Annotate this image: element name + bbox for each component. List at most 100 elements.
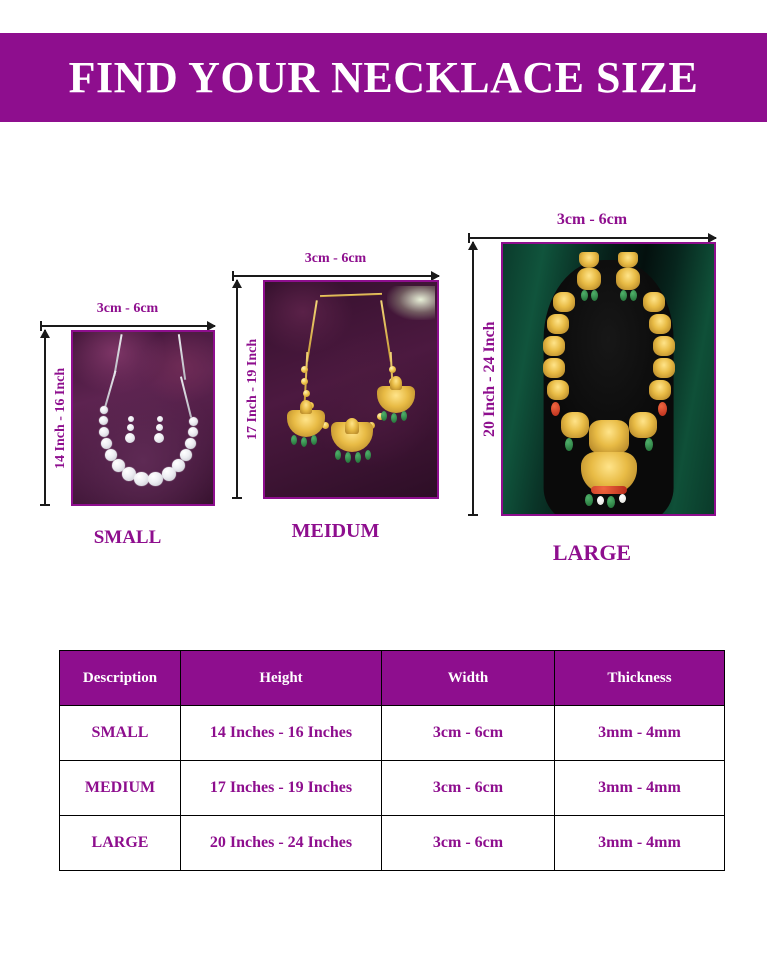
green-drop [391, 413, 397, 423]
green-drop [365, 450, 371, 460]
cell-description: MEDIUM [59, 760, 181, 816]
red-accent [591, 486, 627, 494]
haram-motif [653, 336, 675, 356]
arrow-head-right [207, 321, 216, 331]
haram-motif [649, 380, 671, 400]
height-label-small: 14 Inch - 16 Inch [53, 367, 68, 469]
green-drop [581, 290, 588, 301]
size-table: Description Height Width Thickness SMALL… [59, 650, 725, 871]
height-arrow-medium [232, 279, 242, 499]
earring-right [618, 252, 638, 268]
page-title: FIND YOUR NECKLACE SIZE [68, 52, 699, 102]
necklace-bead [303, 390, 310, 397]
pendant-top [345, 418, 359, 434]
haram-motif [543, 336, 565, 356]
necklace-bead [134, 472, 149, 486]
cell-thickness: 3mm - 4mm [554, 815, 725, 871]
caption-medium: MEIDUM [291, 520, 380, 542]
size-panel-medium: 3cm - 6cm 17 Inch - 19 Inch [232, 251, 440, 542]
necklace-bead [185, 438, 196, 449]
arrow-head-right [708, 233, 717, 243]
width-label-large: 3cm - 6cm [556, 211, 628, 228]
width-arrow-small [40, 321, 216, 331]
green-drop [311, 435, 317, 445]
green-drop [301, 437, 307, 447]
necklace-bead [301, 378, 308, 385]
necklace-bead [105, 449, 117, 461]
necklace-bead [112, 459, 125, 472]
cell-height: 14 Inches - 16 Inches [180, 705, 382, 761]
table-row: LARGE 20 Inches - 24 Inches 3cm - 6cm 3m… [59, 815, 725, 871]
cell-height: 20 Inches - 24 Inches [180, 815, 382, 871]
cell-width: 3cm - 6cm [381, 760, 555, 816]
height-arrow-large [468, 241, 478, 516]
earring-bead [125, 433, 135, 443]
table-header-row: Description Height Width Thickness [59, 650, 725, 706]
arrow-shaft [44, 330, 46, 506]
haram-motif [561, 412, 589, 438]
product-photo-medium [263, 280, 439, 499]
earring-left-top [300, 400, 312, 414]
haram-motif [547, 380, 569, 400]
necklace-bead [122, 467, 136, 481]
header-banner: FIND YOUR NECKLACE SIZE [0, 33, 767, 122]
arrow-shaft [40, 325, 215, 327]
pearl-drop [619, 494, 626, 503]
centre-motif [589, 420, 629, 454]
width-arrow-medium [232, 271, 440, 281]
haram-motif [543, 358, 565, 378]
necklace-bead [99, 416, 108, 425]
size-panels: 3cm - 6cm 14 Inch - 16 Inch [0, 122, 767, 627]
earring-bead [154, 433, 164, 443]
photo-row-small: 14 Inch - 16 Inch [40, 329, 215, 506]
green-drop [401, 411, 407, 421]
necklace-bead [99, 427, 109, 437]
photo-row-large: 20 Inch - 24 Inch [468, 241, 716, 516]
earring-bead [128, 416, 134, 422]
photo-row-medium: 17 Inch - 19 Inch [232, 279, 439, 499]
arrow-shaft [232, 275, 439, 277]
necklace-bead [180, 449, 192, 461]
arrow-cap-bottom [232, 497, 242, 499]
necklace-bead [172, 459, 185, 472]
green-drop [585, 494, 593, 506]
caption-small: SMALL [93, 527, 162, 548]
width-label-medium: 3cm - 6cm [304, 251, 367, 266]
green-drop [607, 496, 615, 508]
earring-right-top [390, 376, 402, 390]
size-panel-small: 3cm - 6cm 14 Inch - 16 Inch [40, 301, 216, 548]
necklace-bead [389, 366, 396, 373]
height-arrow-small [40, 329, 50, 506]
width-label-small: 3cm - 6cm [96, 301, 159, 316]
necklace-bead [189, 417, 198, 426]
red-accent [658, 402, 667, 416]
cell-description: LARGE [59, 815, 181, 871]
red-accent [551, 402, 560, 416]
earring-right-mid [616, 268, 640, 290]
cell-thickness: 3mm - 4mm [554, 760, 725, 816]
cell-description: SMALL [59, 705, 181, 761]
green-drop [291, 435, 297, 445]
earring-bead [156, 424, 163, 431]
floral-accent [387, 286, 435, 320]
haram-motif [553, 292, 575, 312]
cell-width: 3cm - 6cm [381, 705, 555, 761]
necklace-bead [301, 366, 308, 373]
necklace-bead [162, 467, 176, 481]
product-photo-large [501, 242, 716, 516]
necklace-bead [322, 422, 329, 429]
green-drop [645, 438, 653, 451]
arrow-shaft [468, 237, 716, 239]
necklace-bead [100, 406, 108, 414]
product-photo-small [71, 330, 215, 506]
cell-height: 17 Inches - 19 Inches [180, 760, 382, 816]
arrow-cap-bottom [40, 504, 50, 506]
pearl-drop [597, 496, 604, 505]
cell-thickness: 3mm - 4mm [554, 705, 725, 761]
height-label-medium: 17 Inch - 19 Inch [245, 338, 260, 441]
necklace-bead [188, 427, 198, 437]
table-header-thickness: Thickness [554, 650, 725, 706]
green-drop [335, 450, 341, 460]
haram-motif [643, 292, 665, 312]
table-header-description: Description [59, 650, 181, 706]
